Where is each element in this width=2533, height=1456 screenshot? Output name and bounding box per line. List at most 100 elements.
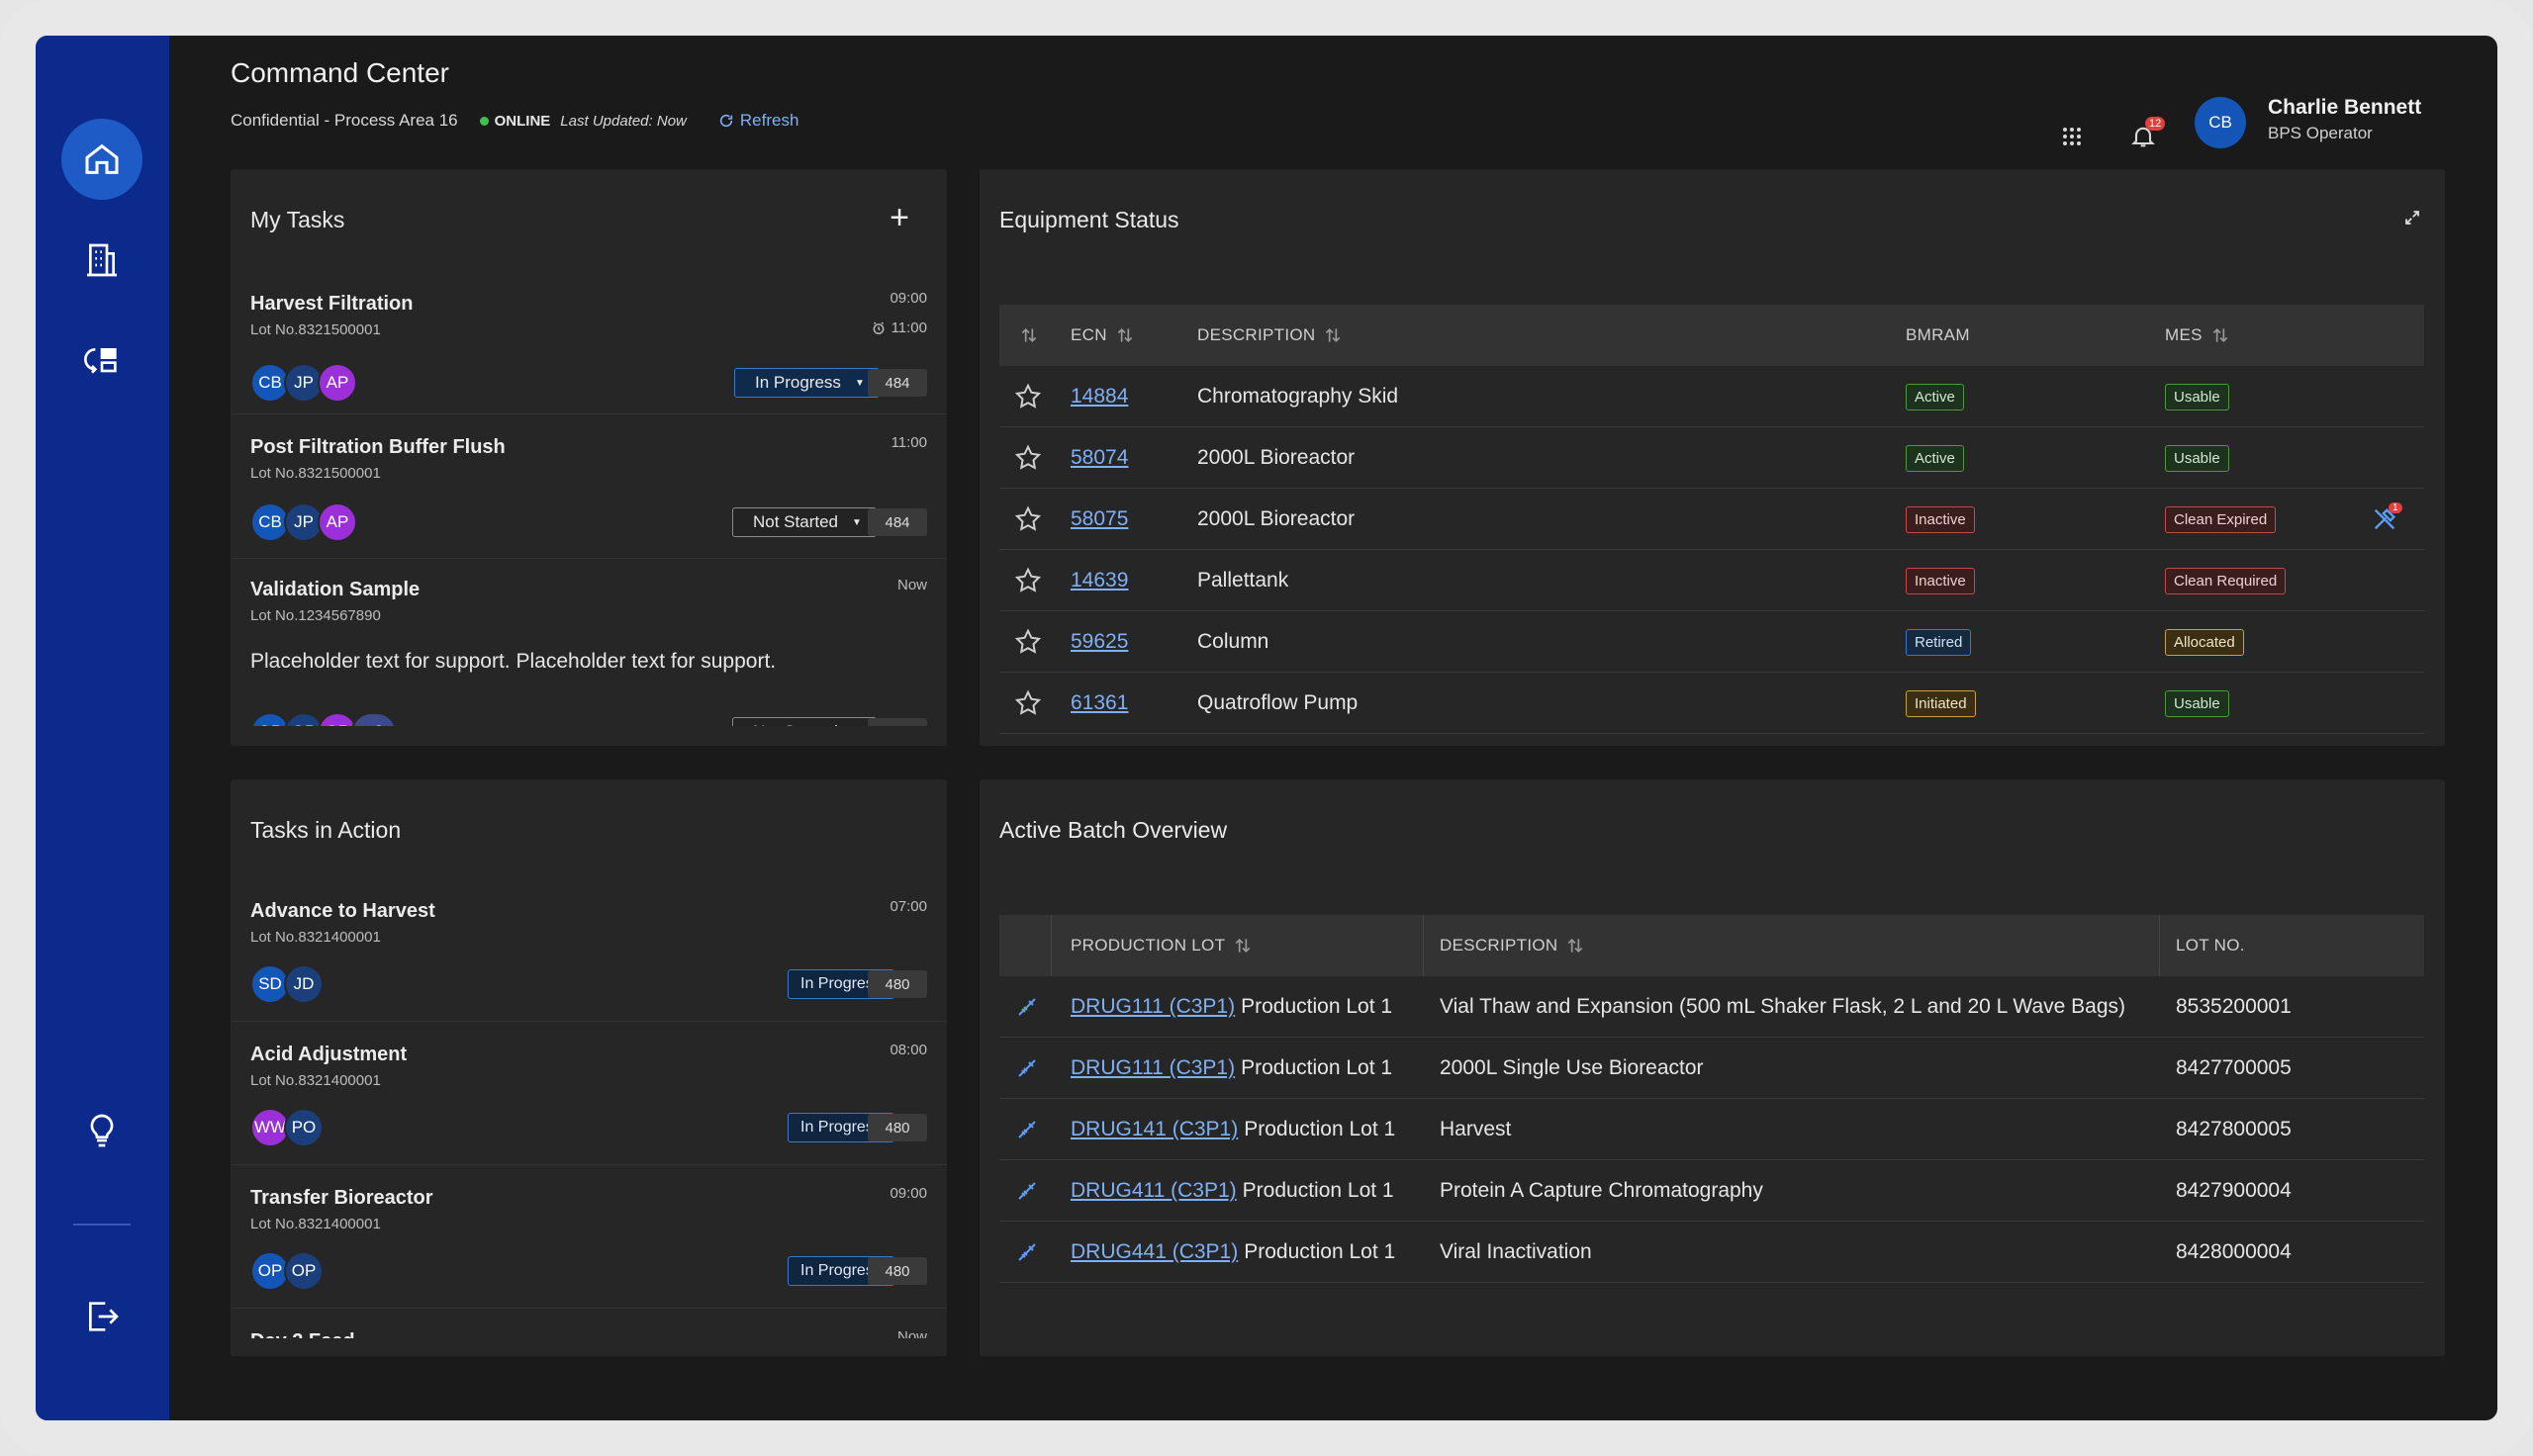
- ecn-link[interactable]: 61361: [1071, 691, 1129, 714]
- drug-link[interactable]: DRUG411 (C3P1): [1071, 1179, 1237, 1202]
- column-label: MES: [2165, 325, 2203, 344]
- ecn-link[interactable]: 60448: [1071, 734, 1128, 746]
- status-badge: Active: [1906, 444, 1964, 472]
- sort-favorites-button[interactable]: [1019, 325, 1039, 345]
- favorite-star-button[interactable]: [1013, 673, 1043, 734]
- table-row[interactable]: DRUG441 (C3P1) Production Lot 1 Viral Inac…: [999, 1222, 2424, 1283]
- column-description[interactable]: DESCRIPTION: [1440, 936, 1585, 956]
- status-badge: Clean Expired: [2165, 505, 2277, 533]
- user-avatar[interactable]: CB: [2195, 97, 2246, 148]
- table-row[interactable]: DRUG141 (C3P1) Production Lot 1 Harvest 842…: [999, 1099, 2424, 1160]
- avatar[interactable]: JP: [284, 363, 324, 403]
- sidebar-divider: [73, 1224, 131, 1226]
- maintenance-alert-button[interactable]: 1: [2371, 489, 2402, 550]
- column-label: BMRAM: [1906, 325, 1970, 344]
- ecn-link[interactable]: 58074: [1071, 446, 1129, 469]
- avatar[interactable]: AP: [318, 502, 357, 542]
- favorite-star-button[interactable]: [1013, 734, 1043, 746]
- table-row[interactable]: 58075 2000L Bioreactor Inactive Clean Expir…: [999, 489, 2424, 550]
- equipment-description: 2000L Bioreactor: [1197, 507, 1356, 530]
- avatar[interactable]: OP: [250, 1251, 290, 1291]
- ecn-link[interactable]: 58075: [1071, 507, 1129, 530]
- drug-link[interactable]: DRUG141 (C3P1): [1071, 1118, 1239, 1140]
- expand-button[interactable]: [2403, 209, 2421, 231]
- tasks-in-action-title: Tasks in Action: [250, 817, 402, 843]
- sidebar-item-home[interactable]: [61, 119, 142, 200]
- drug-link[interactable]: DRUG111 (C3P1): [1071, 1056, 1236, 1079]
- refresh-button[interactable]: Refresh: [718, 111, 798, 131]
- add-task-button[interactable]: +: [890, 199, 909, 236]
- table-row[interactable]: 58074 2000L Bioreactor Active Usable: [999, 427, 2424, 489]
- task-item[interactable]: Harvest Filtration Lot No.8321500001 09:…: [231, 268, 947, 414]
- column-bmram[interactable]: BMRAM: [1906, 325, 1970, 345]
- table-row[interactable]: DRUG111 (C3P1) Production Lot 1 2000L Sing…: [999, 1038, 2424, 1099]
- favorite-star-button[interactable]: [1013, 366, 1043, 427]
- sidebar-item-workflow[interactable]: [61, 320, 142, 402]
- favorite-star-button[interactable]: [1013, 550, 1043, 611]
- sidebar-item-logout[interactable]: [61, 1276, 142, 1357]
- avatar[interactable]: JP: [284, 502, 324, 542]
- task-item[interactable]: Post Filtration Buffer Flush Lot No.8321…: [231, 414, 947, 559]
- sort-icon: [1236, 938, 1251, 954]
- drug-link[interactable]: DRUG441 (C3P1): [1071, 1240, 1239, 1263]
- ecn-link[interactable]: 59625: [1071, 630, 1129, 653]
- task-item[interactable]: Validation Sample Lot No.1234567890 Now …: [231, 559, 947, 746]
- table-row[interactable]: 59625 Column Retired Allocated: [999, 611, 2424, 673]
- task-item[interactable]: Advance to Harvest Lot No.8321400001 07:00…: [231, 878, 947, 1022]
- sidebar-item-facility[interactable]: [61, 220, 142, 301]
- batch-icon: [1015, 1160, 1039, 1222]
- favorite-star-button[interactable]: [1013, 427, 1043, 489]
- mes-status: Clean Required: [2165, 550, 2287, 611]
- status-badge: Initiated: [1906, 689, 1976, 717]
- task-status-dropdown[interactable]: Not Started ▼: [732, 507, 877, 537]
- table-row[interactable]: 14884 Chromatography Skid Active Usable: [999, 366, 2424, 427]
- column-label: LOT NO.: [2176, 936, 2245, 955]
- notifications-button[interactable]: 12: [2123, 117, 2166, 156]
- status-badge: Usable: [2165, 444, 2229, 472]
- my-tasks-panel: My Tasks + Harvest Filtration Lot No.832…: [231, 169, 947, 746]
- table-row[interactable]: 61361 Quatroflow Pump Initiated Usable: [999, 673, 2424, 734]
- task-assignees: CB JP AP: [250, 363, 357, 403]
- column-ecn[interactable]: ECN: [1071, 325, 1135, 345]
- task-assignees: CB JP AP: [250, 502, 357, 542]
- avatar[interactable]: PO: [284, 1108, 324, 1147]
- ecn-link[interactable]: 14639: [1071, 569, 1129, 592]
- process-area: Confidential - Process Area 16: [231, 111, 458, 130]
- avatar[interactable]: SD: [250, 964, 290, 1004]
- table-row[interactable]: DRUG411 (C3P1) Production Lot 1 Protein A …: [999, 1160, 2424, 1222]
- task-count: 480: [868, 1114, 927, 1141]
- drug-link[interactable]: DRUG111 (C3P1): [1071, 995, 1236, 1018]
- task-assignees: WW PO: [250, 1108, 324, 1147]
- status-badge: Allocated: [2165, 628, 2244, 656]
- refresh-icon: [719, 114, 733, 128]
- tasks-in-action-panel: Tasks in Action Advance to Harvest Lot No…: [231, 779, 947, 1356]
- avatar[interactable]: OP: [284, 1251, 324, 1291]
- avatar[interactable]: WW: [250, 1108, 290, 1147]
- batch-title: Active Batch Overview: [999, 817, 1228, 843]
- sidebar-item-ideas[interactable]: [61, 1090, 142, 1171]
- task-status-dropdown[interactable]: In Progress ▼: [734, 368, 880, 398]
- mes-status: Usable: [2165, 673, 2229, 734]
- tools-icon: [2374, 508, 2395, 530]
- task-lot: Lot No.8321400001: [250, 1072, 381, 1089]
- column-label: ECN: [1071, 325, 1107, 344]
- task-item[interactable]: Transfer Bioreactor Lot No.8321400001 09:0…: [231, 1165, 947, 1309]
- column-description[interactable]: DESCRIPTION: [1197, 325, 1343, 345]
- lot-number: 8428000004: [2176, 1240, 2292, 1263]
- task-item[interactable]: Acid Adjustment Lot No.8321400001 08:00 WW P…: [231, 1022, 947, 1165]
- apps-button[interactable]: [2052, 117, 2092, 156]
- equipment-description: Column: [1197, 630, 1269, 653]
- avatar[interactable]: JD: [284, 964, 324, 1004]
- ecn-link[interactable]: 14884: [1071, 385, 1129, 408]
- avatar[interactable]: AP: [318, 363, 357, 403]
- expand-icon: [2405, 211, 2419, 225]
- table-row[interactable]: 60448 Pressure Gauge QA Val Pending NA: [999, 734, 2424, 746]
- favorite-star-button[interactable]: [1013, 611, 1043, 673]
- lot-label: Production Lot 1: [1244, 1240, 1396, 1263]
- column-production-lot[interactable]: PRODUCTION LOT: [1071, 936, 1253, 956]
- table-row[interactable]: 14639 Pallettank Inactive Clean Required: [999, 550, 2424, 611]
- table-row[interactable]: DRUG111 (C3P1) Production Lot 1 Vial Thaw …: [999, 976, 2424, 1038]
- column-mes[interactable]: MES: [2165, 325, 2230, 345]
- column-lot-no[interactable]: LOT NO.: [2176, 936, 2245, 956]
- favorite-star-button[interactable]: [1013, 489, 1043, 550]
